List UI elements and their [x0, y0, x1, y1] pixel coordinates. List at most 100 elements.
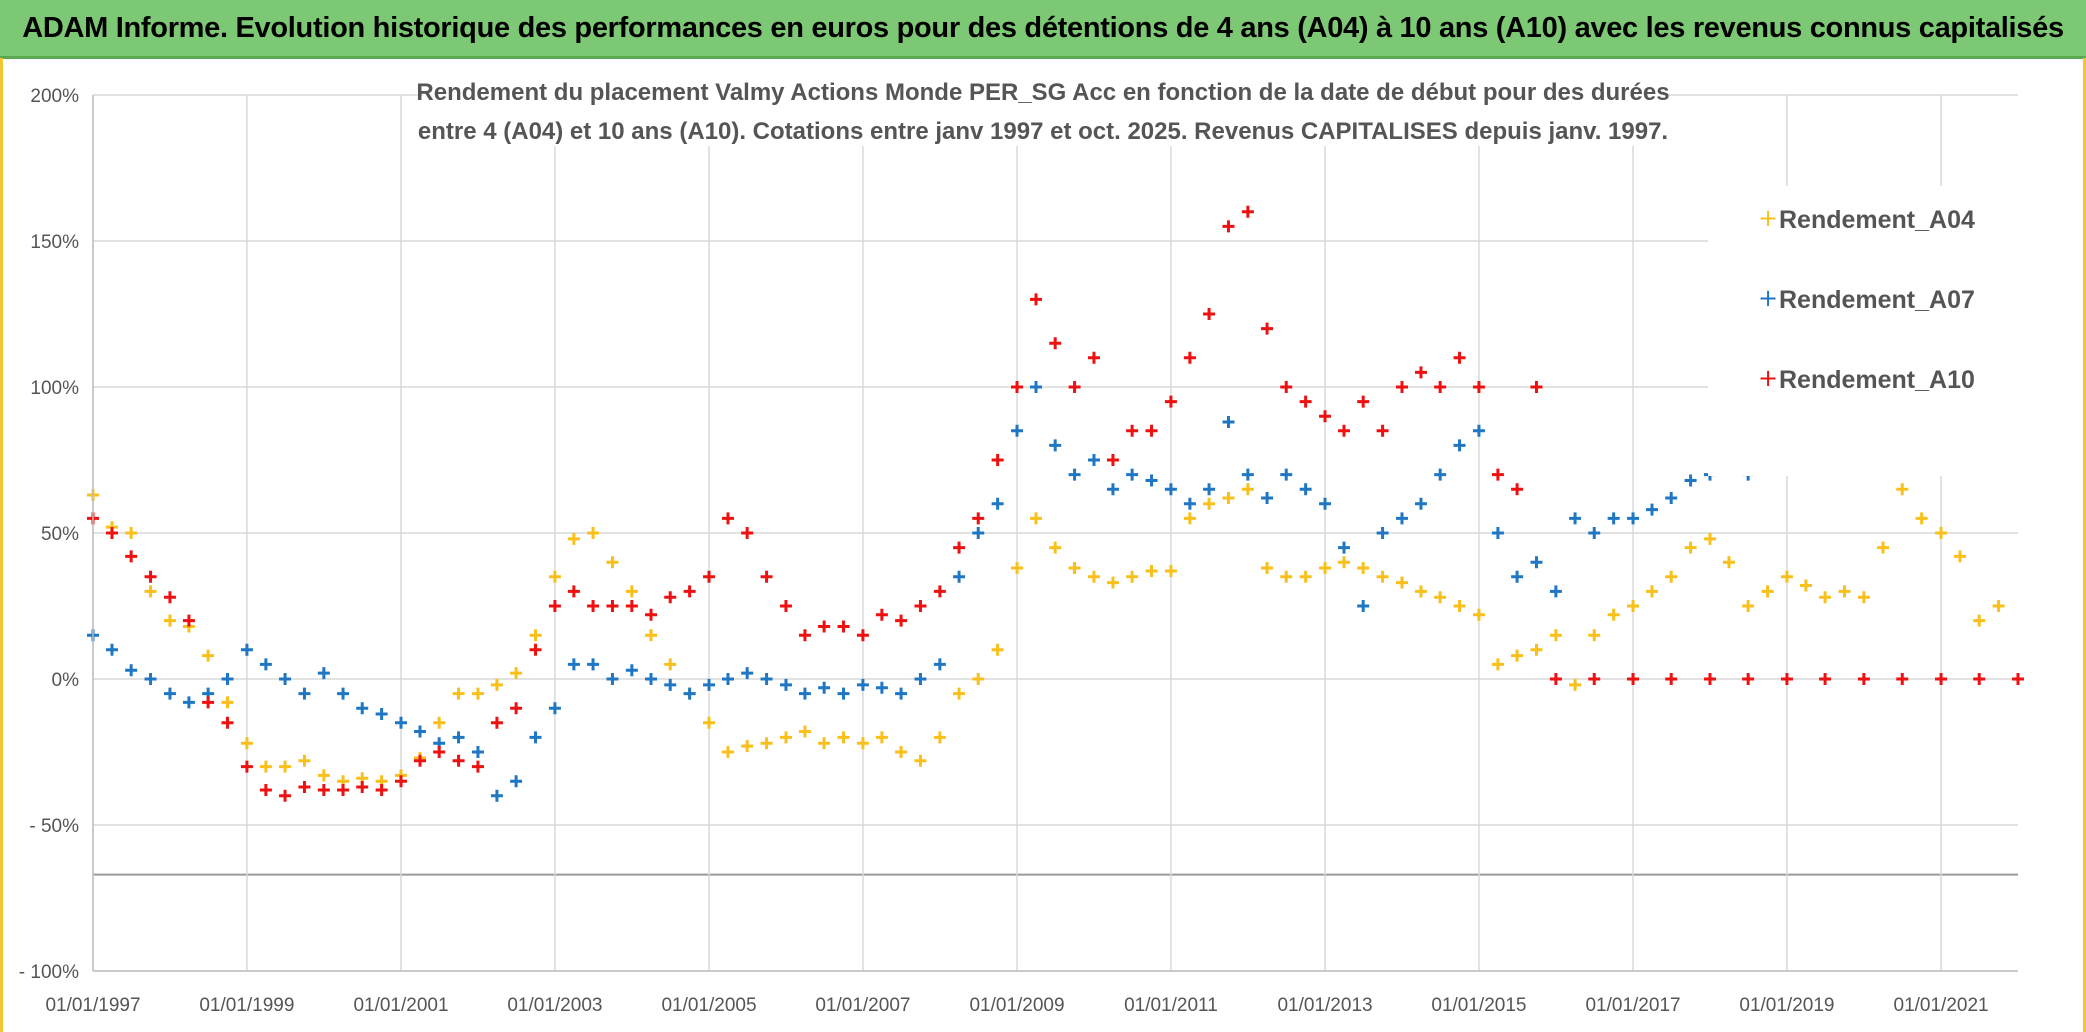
data-point — [1588, 673, 1601, 685]
x-tick-label: 01/01/2003 — [507, 995, 602, 1016]
data-point — [645, 629, 658, 642]
data-point — [837, 731, 850, 744]
y-tick-label: 50% — [41, 524, 79, 545]
data-point — [1742, 600, 1755, 612]
data-point — [395, 716, 408, 729]
legend-marker-a04: + — [1758, 204, 1778, 232]
data-point — [548, 702, 561, 715]
series-rendement-a10 — [87, 205, 2024, 802]
data-point — [1222, 491, 1235, 504]
data-point — [1106, 454, 1119, 466]
data-point — [798, 629, 811, 642]
data-point — [356, 702, 369, 715]
data-point — [1607, 608, 1620, 621]
data-point — [259, 760, 272, 773]
data-point — [875, 681, 888, 694]
data-point — [1126, 424, 1139, 437]
data-point — [163, 687, 176, 700]
data-point — [471, 760, 484, 773]
data-point — [1357, 395, 1370, 408]
data-point — [1453, 439, 1466, 452]
data-point — [1549, 629, 1562, 642]
data-point — [1203, 483, 1216, 496]
data-point — [1549, 673, 1562, 685]
data-point — [1241, 205, 1254, 218]
data-point — [413, 725, 426, 738]
data-point — [933, 731, 946, 744]
y-tick-label: 0% — [52, 670, 80, 691]
data-point — [1241, 468, 1254, 481]
data-point — [490, 789, 503, 802]
data-point — [1338, 556, 1351, 569]
data-point — [1106, 576, 1119, 589]
data-point — [1183, 497, 1196, 510]
data-point — [259, 783, 272, 796]
data-point — [1530, 381, 1543, 393]
data-point — [1068, 468, 1081, 481]
data-point — [1338, 541, 1351, 554]
y-tick-label: 100% — [30, 378, 79, 399]
chart-area: 200% 150% 100% 50% 0% - 50% - 100% 01/01/1997 01… — [0, 58, 2086, 1032]
chart-title-line-2: entre 4 (A04) et 10 ans (A10). Cotations… — [418, 118, 1668, 145]
data-point — [529, 643, 542, 656]
data-point — [221, 716, 234, 729]
data-point — [664, 591, 677, 604]
data-point — [1915, 512, 1928, 525]
data-point — [259, 658, 272, 671]
data-point — [1049, 541, 1062, 554]
data-point — [933, 585, 946, 598]
data-point — [1299, 483, 1312, 496]
data-point — [1857, 673, 1870, 685]
data-point — [1319, 562, 1332, 575]
chart-title: Rendement du placement Valmy Actions Mon… — [416, 66, 1670, 146]
data-point — [1569, 512, 1582, 525]
data-point — [1569, 678, 1582, 691]
data-point — [1665, 491, 1678, 504]
x-tick-label: 01/01/2011 — [1124, 995, 1218, 1016]
data-point — [875, 731, 888, 744]
legend-label-a07: Rendement_A07 — [1779, 286, 1975, 314]
data-point — [1011, 424, 1024, 437]
data-point — [991, 454, 1004, 466]
data-point — [1627, 673, 1640, 685]
data-point — [1414, 497, 1427, 510]
data-point — [1357, 562, 1370, 575]
data-point — [1453, 600, 1466, 612]
data-point — [991, 497, 1004, 510]
data-point — [1627, 600, 1640, 612]
data-point — [1414, 585, 1427, 598]
data-point — [1896, 483, 1909, 496]
data-point — [1087, 570, 1100, 583]
data-point — [125, 664, 138, 677]
report-title: ADAM Informe. Evolution historique des p… — [22, 11, 2064, 44]
data-point — [1646, 503, 1659, 516]
data-point — [895, 746, 908, 758]
data-point — [606, 556, 619, 569]
data-point — [1126, 468, 1139, 481]
data-point — [837, 687, 850, 700]
data-point — [645, 673, 658, 685]
data-point — [1722, 556, 1735, 569]
data-point — [144, 570, 157, 583]
data-point — [375, 708, 388, 721]
x-tick-label: 01/01/2013 — [1277, 995, 1372, 1016]
data-point — [779, 678, 792, 691]
data-point — [548, 570, 561, 583]
data-point — [837, 620, 850, 633]
data-point — [741, 740, 754, 753]
chart-title-line-1: Rendement du placement Valmy Actions Mon… — [416, 79, 1669, 106]
data-point — [1703, 673, 1716, 685]
data-point — [741, 527, 754, 539]
data-point — [1106, 483, 1119, 496]
data-point — [1453, 351, 1466, 364]
data-point — [1472, 381, 1485, 393]
data-point — [683, 585, 696, 598]
data-point — [1376, 570, 1389, 583]
data-point — [606, 600, 619, 612]
data-point — [1761, 585, 1774, 598]
data-point — [548, 600, 561, 612]
data-point — [1164, 395, 1177, 408]
data-point — [1222, 220, 1235, 233]
data-point — [317, 769, 330, 782]
data-point — [1395, 576, 1408, 589]
